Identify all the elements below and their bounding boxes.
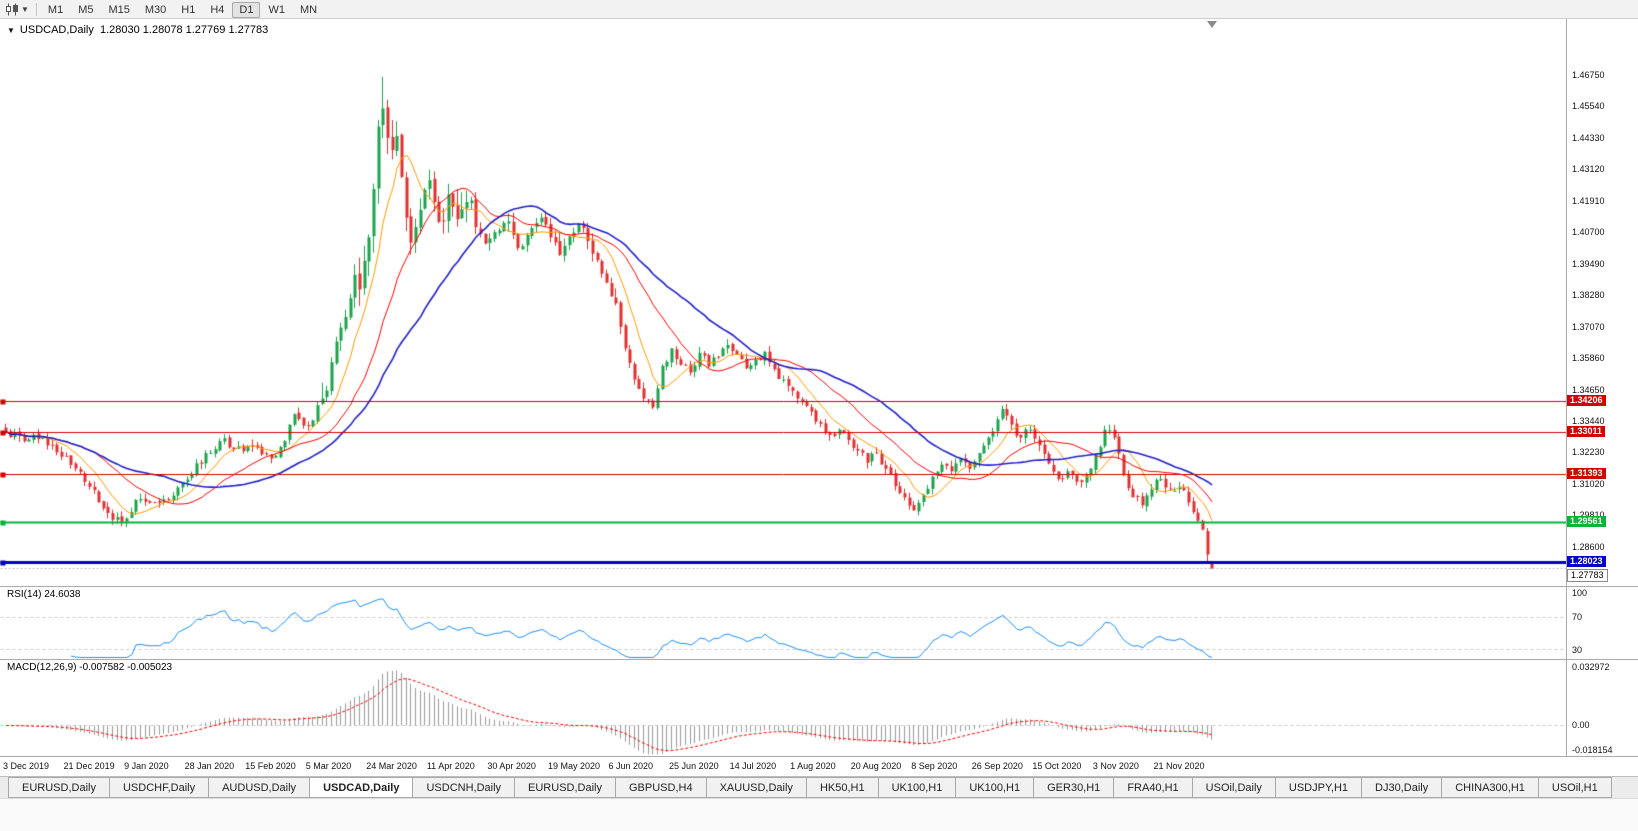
price-axis-label: 1.44330	[1572, 132, 1605, 143]
date-axis-label: 15 Oct 2020	[1032, 761, 1082, 771]
chart-tab-gbpusd-h4[interactable]: GBPUSD,H4	[615, 777, 707, 798]
timeframe-button-m15[interactable]: M15	[108, 4, 130, 16]
price-axis-label: 1.32230	[1572, 447, 1605, 458]
timeframe-buttons: M1 M5 M15 M30 H1 H4 D1 W1 MN	[41, 0, 325, 18]
chart-tab-usoil-daily[interactable]: USOil,Daily	[1191, 777, 1276, 798]
chart-tab-usoil-h1[interactable]: USOil,H1	[1537, 777, 1612, 798]
hline-price-tag: 1.28023	[1567, 555, 1606, 567]
date-axis-label: 20 Aug 2020	[850, 761, 902, 771]
timeframe-button-h4[interactable]: H4	[210, 4, 225, 16]
rsi-axis-label: 30	[1572, 645, 1583, 655]
hline-price-tag: 1.29561	[1567, 515, 1606, 527]
chart-tab-eurusd-daily[interactable]: EURUSD,Daily	[8, 777, 110, 798]
date-axis-label: 24 Mar 2020	[366, 761, 417, 771]
chart-tabs-bar: EURUSD,Daily USDCHF,Daily AUDUSD,Daily USDC…	[0, 776, 1638, 798]
macd-indicator-label: MACD(12,26,9) -0.007582 -0.005023	[7, 662, 173, 673]
chart-shift-marker-icon[interactable]	[1207, 21, 1217, 28]
price-axis-label: 1.46750	[1572, 70, 1605, 80]
macd-axis-label: -0.018154	[1572, 745, 1613, 755]
timeframe-button-w1[interactable]: W1	[268, 4, 285, 16]
candlestick-chart-icon[interactable]	[3, 2, 21, 17]
macd-panel-divider[interactable]	[0, 659, 1638, 660]
date-axis-label: 14 Jul 2020	[729, 761, 777, 771]
chart-tab-dj30-daily[interactable]: DJ30,Daily	[1361, 777, 1443, 798]
date-axis-label: 30 Apr 2020	[487, 761, 536, 771]
timeframe-button-d1[interactable]: D1	[232, 2, 261, 18]
date-axis-label: 11 Apr 2020	[426, 761, 475, 771]
price-axis-label: 1.45540	[1572, 101, 1605, 112]
rsi-axis-label: 100	[1572, 588, 1588, 598]
chart-tab-china300-h1[interactable]: CHINA300,H1	[1441, 777, 1539, 798]
date-axis-label: 21 Dec 2019	[63, 761, 115, 771]
timeframe-button-mn[interactable]: MN	[299, 4, 318, 16]
price-axis-border	[1566, 19, 1567, 756]
chart-tab-hk50-h1[interactable]: HK50,H1	[805, 777, 879, 798]
chart-tab-ger30-h1[interactable]: GER30,H1	[1033, 777, 1115, 798]
date-axis-label: 21 Nov 2020	[1153, 761, 1205, 771]
chart-tab-xauusd-daily[interactable]: XAUUSD,Daily	[705, 777, 807, 798]
rsi-panel-divider[interactable]	[0, 586, 1638, 587]
status-bar	[0, 798, 1638, 831]
price-axis-label: 1.33440	[1572, 415, 1605, 426]
price-axis-label: 1.39490	[1572, 258, 1605, 269]
timeframe-button-m5[interactable]: M5	[78, 4, 94, 16]
price-axis-label: 1.28600	[1572, 541, 1605, 552]
chart-tab-fra40-h1[interactable]: FRA40,H1	[1113, 777, 1193, 798]
price-axis-label: 1.35860	[1572, 353, 1605, 364]
price-axis-label: 1.31020	[1572, 478, 1605, 489]
date-axis-label: 6 Jun 2020	[608, 761, 654, 771]
price-axis-label: 1.41910	[1572, 195, 1605, 206]
macd-axis-label: 0.00	[1572, 720, 1590, 730]
date-axis-label: 28 Jan 2020	[184, 761, 235, 771]
price-axis-label: 1.40700	[1572, 227, 1605, 238]
date-axis-label: 3 Nov 2020	[1092, 761, 1139, 771]
hline-price-tag: 1.33011	[1567, 426, 1606, 438]
date-axis-label: 26 Sep 2020	[971, 761, 1023, 771]
chart-type-dropdown-caret-icon[interactable]: ▼	[21, 4, 29, 14]
chart-tab-eurusd-daily[interactable]: EURUSD,Daily	[514, 777, 616, 798]
chart-tab-uk100-h1[interactable]: UK100,H1	[955, 777, 1035, 798]
date-axis-label: 19 May 2020	[547, 761, 600, 771]
price-axis-label: 1.38280	[1572, 290, 1605, 301]
chart-tab-usdcnh-daily[interactable]: USDCNH,Daily	[412, 777, 516, 798]
date-axis-label: 1 Aug 2020	[790, 761, 836, 771]
current-price-tag: 1.27783	[1567, 568, 1608, 582]
price-axis-label: 1.43120	[1572, 164, 1605, 175]
toolbar-separator	[35, 2, 37, 16]
hline-price-tag: 1.31393	[1567, 468, 1606, 480]
chart-tab-audusd-daily[interactable]: AUDUSD,Daily	[208, 777, 311, 798]
date-axis-label: 8 Sep 2020	[911, 761, 958, 771]
chart-tab-uk100-h1[interactable]: UK100,H1	[877, 777, 957, 798]
date-axis-label: 5 Mar 2020	[305, 761, 352, 771]
chart-window: ▼ USDCAD,Daily 1.28030 1.28078 1.27769 1…	[0, 19, 1638, 776]
chart-title: ▼ USDCAD,Daily 1.28030 1.28078 1.27769 1…	[7, 24, 268, 36]
timeframe-button-m30[interactable]: M30	[144, 4, 167, 16]
chart-title-text: USDCAD,Daily 1.28030 1.28078 1.27769 1.2…	[19, 24, 269, 36]
timeframe-button-m1[interactable]: M1	[47, 4, 64, 16]
timeframe-toolbar: ▼ M1 M5 M15 M30 H1 H4 D1 W1 MN	[0, 0, 1638, 19]
date-axis-label: 25 Jun 2020	[669, 761, 719, 771]
time-axis-divider	[0, 756, 1638, 757]
rsi-indicator-label: RSI(14) 24.6038	[7, 589, 81, 600]
chart-menu-triangle-icon[interactable]: ▼	[7, 25, 15, 35]
date-axis-label: 9 Jan 2020	[124, 761, 169, 771]
rsi-axis-label: 70	[1572, 612, 1583, 622]
timeframe-button-h1[interactable]: H1	[181, 4, 196, 16]
date-axis-label: 15 Feb 2020	[245, 761, 296, 771]
price-axis-label: 1.37070	[1572, 321, 1605, 332]
chart-tab-usdjpy-h1[interactable]: USDJPY,H1	[1274, 777, 1363, 798]
macd-axis-label: 0.032972	[1572, 662, 1610, 672]
chart-tab-usdcad-daily[interactable]: USDCAD,Daily	[309, 777, 414, 798]
date-axis-label: 3 Dec 2019	[3, 761, 50, 771]
chart-tab-usdchf-daily[interactable]: USDCHF,Daily	[108, 777, 210, 798]
price-axis-label: 1.29810	[1572, 510, 1605, 520]
hline-price-tag: 1.34206	[1567, 395, 1606, 407]
price-axis-label: 1.34650	[1572, 384, 1605, 395]
price-chart-canvas[interactable]	[0, 19, 1566, 756]
